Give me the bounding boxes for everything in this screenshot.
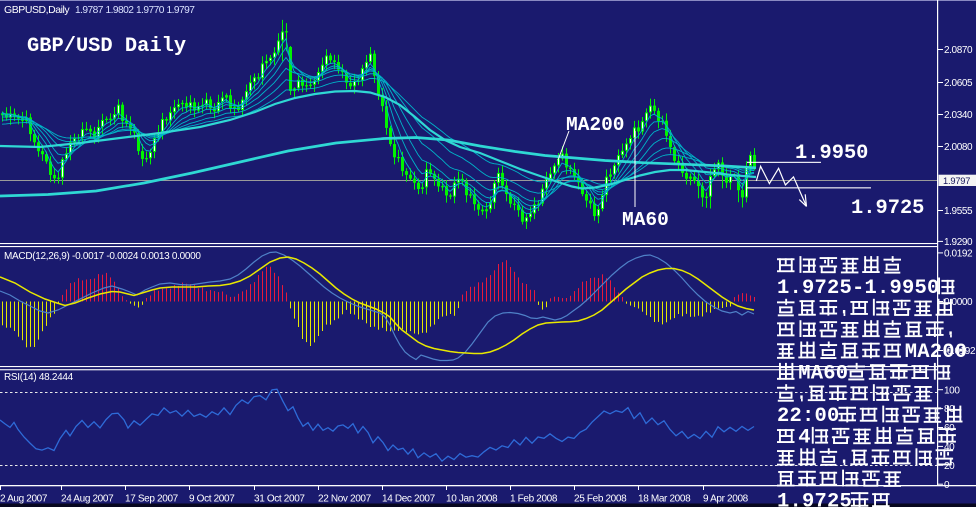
svg-text:0.0000: 0.0000 (944, 297, 973, 308)
svg-text:20: 20 (944, 461, 955, 472)
svg-text:9 Oct 2007: 9 Oct 2007 (189, 494, 235, 505)
svg-text:2.0605: 2.0605 (944, 78, 973, 89)
svg-text:24 Aug 2007: 24 Aug 2007 (61, 494, 114, 505)
svg-text:2 Aug 2007: 2 Aug 2007 (0, 494, 48, 505)
svg-text:31 Oct 2007: 31 Oct 2007 (254, 494, 305, 505)
svg-text:1.9725-1.9950: 1.9725-1.9950 (777, 277, 940, 300)
svg-text:MA60: MA60 (798, 363, 848, 386)
svg-text:100: 100 (944, 385, 960, 396)
svg-text:17 Sep 2007: 17 Sep 2007 (125, 494, 179, 505)
svg-text:-0.0192: -0.0192 (944, 346, 976, 357)
svg-text:1.9797: 1.9797 (167, 5, 196, 16)
svg-text:MA60: MA60 (622, 209, 669, 231)
svg-text:2.0870: 2.0870 (944, 45, 973, 56)
svg-text:MA200: MA200 (905, 341, 968, 364)
svg-text:2.0080: 2.0080 (944, 142, 973, 153)
svg-text:GBPUSD,Daily: GBPUSD,Daily (4, 4, 70, 16)
svg-text:22 Nov 2007: 22 Nov 2007 (318, 494, 372, 505)
svg-text:14 Dec 2007: 14 Dec 2007 (382, 494, 436, 505)
svg-text:RSI(14) 48.2444: RSI(14) 48.2444 (4, 372, 74, 383)
svg-text:1.9725: 1.9725 (851, 197, 924, 220)
svg-text:1.9555: 1.9555 (944, 206, 973, 217)
svg-text:0: 0 (944, 480, 950, 491)
svg-text:25 Feb 2008: 25 Feb 2008 (574, 494, 627, 505)
svg-text:1 Feb 2008: 1 Feb 2008 (510, 494, 558, 505)
svg-text:2.0340: 2.0340 (944, 110, 973, 121)
svg-text:0.0192: 0.0192 (944, 249, 973, 260)
svg-text:22:00: 22:00 (777, 405, 840, 428)
svg-text:MACD(12,26,9) -0.0017 -0.0024: MACD(12,26,9) -0.0017 -0.0024 0.0013 0.0… (4, 251, 201, 262)
svg-text:40: 40 (944, 442, 955, 453)
svg-text:18 Mar 2008: 18 Mar 2008 (638, 494, 691, 505)
svg-text:9 Apr 2008: 9 Apr 2008 (703, 494, 749, 505)
svg-text:GBP/USD Daily: GBP/USD Daily (27, 35, 186, 58)
svg-text:1.9787: 1.9787 (75, 5, 104, 16)
svg-text:1.9290: 1.9290 (944, 237, 973, 248)
svg-text:4: 4 (798, 427, 811, 450)
svg-text:1.9802: 1.9802 (106, 5, 135, 16)
svg-text:1.9770: 1.9770 (136, 5, 165, 16)
svg-text:10 Jan 2008: 10 Jan 2008 (446, 494, 498, 505)
svg-text:MA200: MA200 (566, 114, 625, 136)
svg-text:1.9725: 1.9725 (777, 491, 852, 507)
svg-text:1.9797: 1.9797 (943, 176, 970, 186)
svg-text:1.9950: 1.9950 (795, 142, 868, 165)
